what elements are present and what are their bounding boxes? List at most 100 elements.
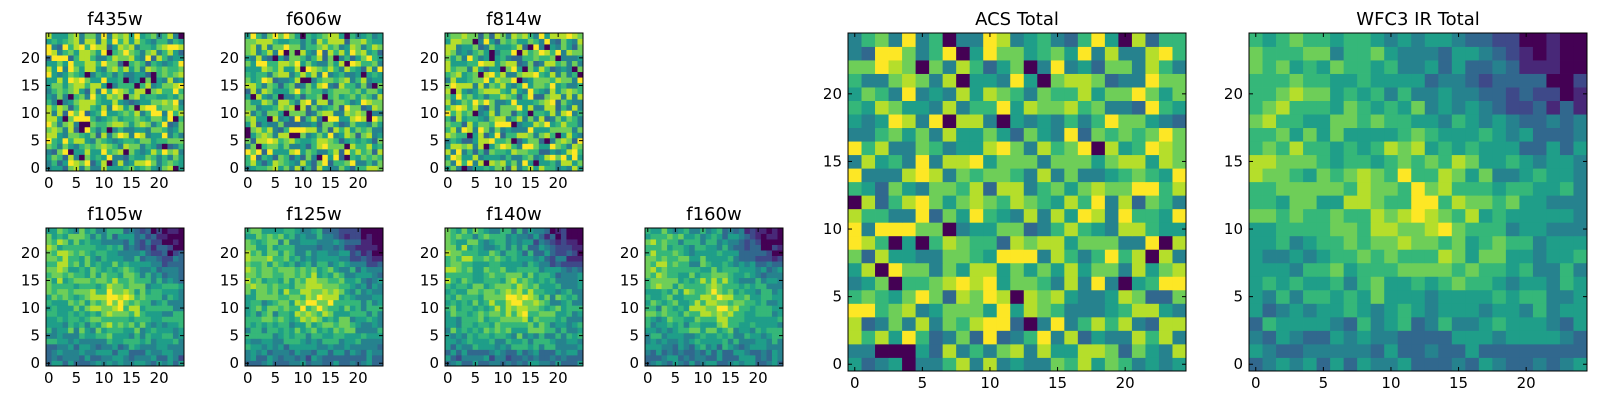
heatmap-cell (167, 310, 174, 317)
heatmap-cell (875, 316, 889, 331)
heatmap-cell (1158, 276, 1173, 291)
heatmap-cell (983, 154, 998, 169)
heatmap-cell (445, 154, 451, 161)
heatmap-cell (62, 60, 69, 67)
heatmap-cell (716, 255, 723, 262)
heatmap-cell (145, 316, 152, 323)
heatmap-cell (139, 77, 146, 84)
heatmap-cell (112, 321, 119, 328)
heatmap-cell (95, 165, 102, 172)
heatmap-cell (101, 154, 108, 161)
heatmap-cell (1010, 330, 1025, 345)
heatmap-cell (456, 33, 462, 39)
heatmap-cell (289, 71, 296, 78)
heatmap-cell (360, 261, 367, 268)
heatmap-cell (360, 143, 367, 150)
heatmap-cell (311, 283, 318, 290)
heatmap-cell (371, 143, 378, 150)
heatmap-cell (289, 261, 296, 268)
heatmap-cell (311, 126, 318, 133)
heatmap-cell (62, 110, 69, 117)
heatmap-cell (245, 283, 251, 290)
heatmap-cell (178, 49, 185, 56)
heatmap-cell (90, 104, 97, 111)
heatmap-cell (327, 354, 334, 361)
heatmap-cell (766, 244, 773, 251)
heatmap-cell (483, 44, 490, 50)
heatmap-cell (250, 244, 257, 251)
heatmap-cell (489, 115, 496, 122)
heatmap-cell (566, 137, 573, 144)
heatmap-cell (467, 38, 473, 45)
heatmap-cell (90, 71, 97, 78)
heatmap-cell (711, 239, 718, 245)
heatmap-cell (62, 360, 69, 367)
heatmap-cell (349, 310, 356, 317)
heatmap-cell (445, 294, 451, 301)
heatmap-cell (656, 321, 662, 328)
heatmap-cell (316, 261, 323, 268)
heatmap-cell (777, 266, 784, 273)
heatmap-cell (73, 316, 80, 323)
heatmap-cell (467, 143, 473, 150)
heatmap-cell (577, 33, 584, 39)
heatmap-cell (333, 360, 340, 367)
heatmap-cell (90, 244, 97, 251)
heatmap-cell (766, 354, 773, 361)
heatmap-cell (577, 310, 584, 317)
heatmap-cell (139, 310, 146, 317)
heatmap-cell (467, 338, 473, 345)
heatmap-cell (123, 310, 130, 317)
heatmap-cell (1091, 222, 1106, 237)
heatmap-cell (656, 327, 662, 334)
heatmap-cell (560, 126, 567, 133)
heatmap-cell (90, 294, 97, 301)
heatmap-cell (278, 121, 285, 128)
heatmap-cell (73, 88, 80, 95)
heatmap-cell (316, 115, 323, 122)
heatmap-cell (766, 272, 773, 279)
panel-title: f105w (87, 204, 142, 225)
heatmap-cell (1064, 195, 1079, 210)
heatmap-cell (128, 148, 135, 155)
heatmap-cell (338, 110, 345, 117)
heatmap-cell (272, 99, 279, 106)
heatmap-cell (344, 104, 351, 111)
heatmap-cell (522, 327, 529, 334)
heatmap-cell (549, 327, 556, 334)
heatmap-cell (500, 66, 507, 73)
heatmap-cell (278, 49, 285, 56)
heatmap-cell (456, 283, 462, 290)
heatmap-cell (727, 266, 734, 273)
heatmap-cell (533, 266, 540, 273)
heatmap-cell (272, 148, 279, 155)
heatmap-cell (79, 126, 86, 133)
heatmap-cell (68, 132, 74, 139)
heatmap-cell (79, 327, 86, 334)
heatmap-cell (178, 288, 185, 295)
heatmap-cell (73, 143, 80, 150)
heatmap-cell (134, 60, 141, 67)
heatmap-cell (511, 60, 518, 67)
heatmap-cell (683, 299, 690, 306)
heatmap-cell (245, 148, 251, 155)
heatmap-cell (371, 305, 378, 312)
heatmap-cell (355, 77, 362, 84)
heatmap-cell (500, 121, 507, 128)
heatmap-cell (172, 38, 179, 45)
heatmap-cell (771, 239, 778, 245)
heatmap-cell (450, 115, 457, 122)
heatmap-cell (156, 266, 163, 273)
heatmap-cell (1010, 357, 1025, 372)
heatmap-cell (134, 360, 141, 367)
heatmap-cell (272, 159, 279, 166)
heatmap-cell (305, 33, 312, 39)
heatmap-cell (134, 137, 141, 144)
heatmap-cell (571, 126, 578, 133)
heatmap-cell (172, 49, 179, 56)
heatmap-cell (689, 332, 696, 339)
heatmap-cell (90, 159, 97, 166)
heatmap-cell (283, 277, 290, 284)
heatmap-cell (969, 330, 984, 345)
heatmap-cell (511, 115, 518, 122)
